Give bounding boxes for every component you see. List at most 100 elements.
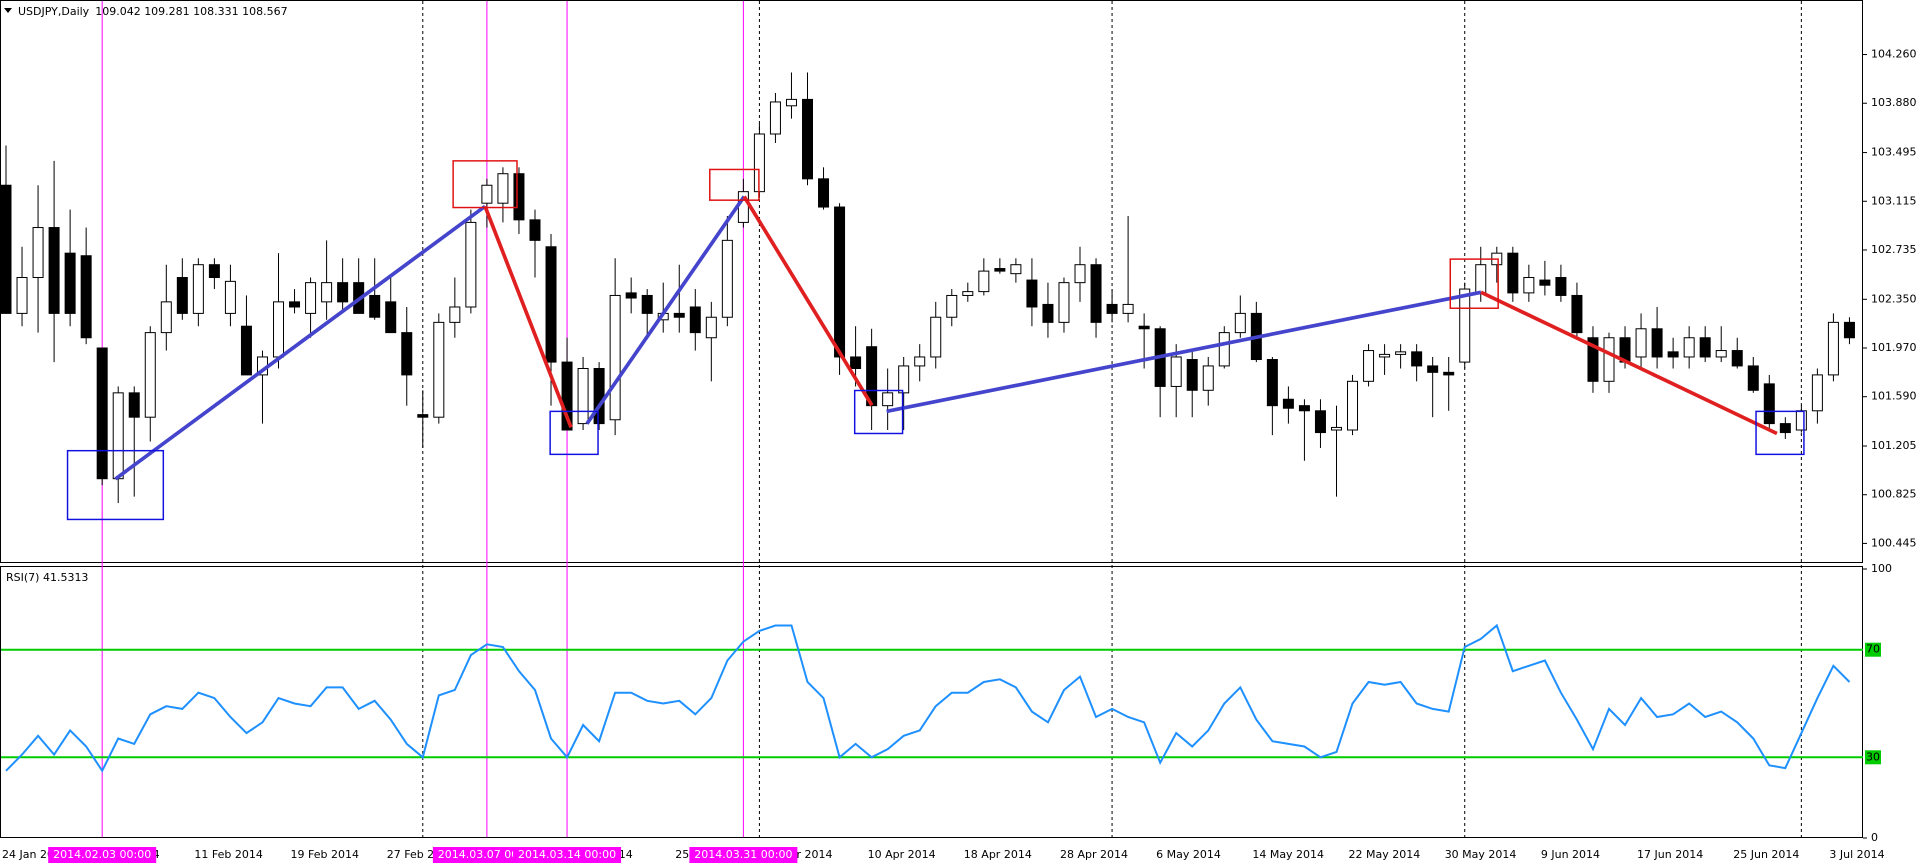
candle-body: [465, 221, 477, 308]
candle-body: [401, 332, 413, 376]
candle-body: [1795, 410, 1807, 431]
candle-body: [1106, 303, 1118, 314]
candle-body: [1667, 351, 1679, 358]
candle-body: [1282, 398, 1294, 409]
candle-body: [1138, 325, 1150, 330]
candle-body: [1363, 350, 1375, 382]
candle-body: [529, 219, 541, 241]
candle-body: [1475, 264, 1487, 294]
candle-body: [1122, 303, 1134, 314]
y-tick-label: 101.970: [1871, 341, 1916, 354]
candle-body: [1058, 282, 1070, 323]
trend-line: [742, 195, 874, 407]
candle-body: [1603, 337, 1615, 382]
y-tick-label: 103.880: [1871, 96, 1916, 109]
candle-body: [1170, 356, 1182, 387]
candle-body: [1186, 359, 1198, 391]
candle-body: [1202, 365, 1214, 391]
annotations: [66, 160, 1805, 521]
candle-body: [577, 367, 589, 425]
x-tick-label: 14 May 2014: [1252, 848, 1324, 861]
x-tick-label: 30 May 2014: [1445, 848, 1517, 861]
candle-body: [673, 312, 685, 318]
candle-body: [721, 239, 733, 318]
candle-body: [1651, 328, 1663, 358]
candle-body: [866, 346, 878, 407]
candle-body: [1571, 294, 1583, 334]
menu-arrow: [4, 8, 12, 13]
rsi-title: RSI(7) 41.5313: [6, 571, 88, 584]
trend-line: [585, 195, 746, 425]
candle-body: [1330, 426, 1342, 431]
low-box: [1755, 410, 1805, 456]
candle-body: [497, 173, 509, 204]
candle-body: [1779, 423, 1791, 434]
x-tick-label: 17 Jun 2014: [1637, 848, 1703, 861]
candle-body: [946, 294, 958, 318]
level-label: 30: [1866, 750, 1880, 763]
marker-label-box: [689, 847, 798, 863]
candle-body: [1555, 277, 1567, 296]
candle-body: [1010, 264, 1022, 275]
marker-label-box: [48, 847, 157, 863]
y-tick-label: 100: [1871, 562, 1892, 575]
candle-body: [1635, 328, 1647, 358]
level-label: 70: [1866, 643, 1880, 656]
candle-body: [850, 356, 862, 369]
candle-body: [930, 316, 942, 358]
y-tick-label: 103.495: [1871, 146, 1916, 159]
candle-body: [1827, 321, 1839, 376]
rsi-panel: [0, 566, 1863, 838]
candle-body: [0, 184, 12, 314]
candle-body: [192, 264, 204, 314]
y-tick-label: 102.350: [1871, 292, 1916, 305]
candle-body: [1539, 279, 1551, 286]
candle-body: [1379, 353, 1391, 358]
x-tick-label: 6 May 2014: [1156, 848, 1221, 861]
candle-body: [1042, 303, 1054, 323]
candle-body: [481, 184, 493, 204]
candle-body: [240, 325, 252, 376]
candle-body: [962, 291, 974, 296]
candle-body: [1026, 279, 1038, 308]
candle-body: [160, 301, 172, 334]
candle-body: [898, 365, 910, 394]
candle-body: [1523, 277, 1535, 294]
high-box: [452, 160, 518, 209]
candle-body: [1731, 350, 1743, 367]
candle-body: [1218, 332, 1230, 367]
x-tick-label: 28 Apr 2014: [1060, 848, 1128, 861]
candle-body: [369, 294, 381, 318]
x-tick-label: 22 May 2014: [1349, 848, 1421, 861]
candle-body: [1090, 264, 1102, 323]
x-tick-label: 19 Feb 2014: [291, 848, 359, 861]
marker-label: 2014.03.07 00:00: [438, 848, 536, 861]
candle-body: [593, 367, 605, 425]
candle-body: [48, 227, 60, 314]
candle-body: [705, 316, 717, 339]
candle-body: [818, 178, 830, 208]
candle-body: [1715, 350, 1727, 358]
candle-body: [882, 392, 894, 407]
low-box: [66, 449, 165, 521]
candle-body: [802, 98, 813, 180]
y-tick-label: 101.205: [1871, 439, 1916, 452]
candle-body: [1747, 365, 1759, 391]
candle-body: [1507, 252, 1519, 294]
x-tick-label: 3 Jul 2014: [1829, 848, 1884, 861]
candle-body: [1811, 374, 1823, 412]
candle-body: [1298, 405, 1310, 412]
x-tick-label: 11 Feb 2014: [194, 848, 262, 861]
candle-body: [1587, 337, 1599, 382]
candle-body: [1683, 337, 1695, 358]
candle-body: [609, 294, 621, 421]
candle-body: [513, 173, 525, 221]
candle-body: [128, 392, 140, 418]
candle-body: [1427, 365, 1439, 373]
y-tick-label: 100.445: [1871, 536, 1916, 549]
candle-body: [1699, 337, 1711, 358]
candle-body: [1347, 380, 1359, 431]
candle-body: [208, 264, 220, 279]
candle-body: [1234, 312, 1246, 334]
